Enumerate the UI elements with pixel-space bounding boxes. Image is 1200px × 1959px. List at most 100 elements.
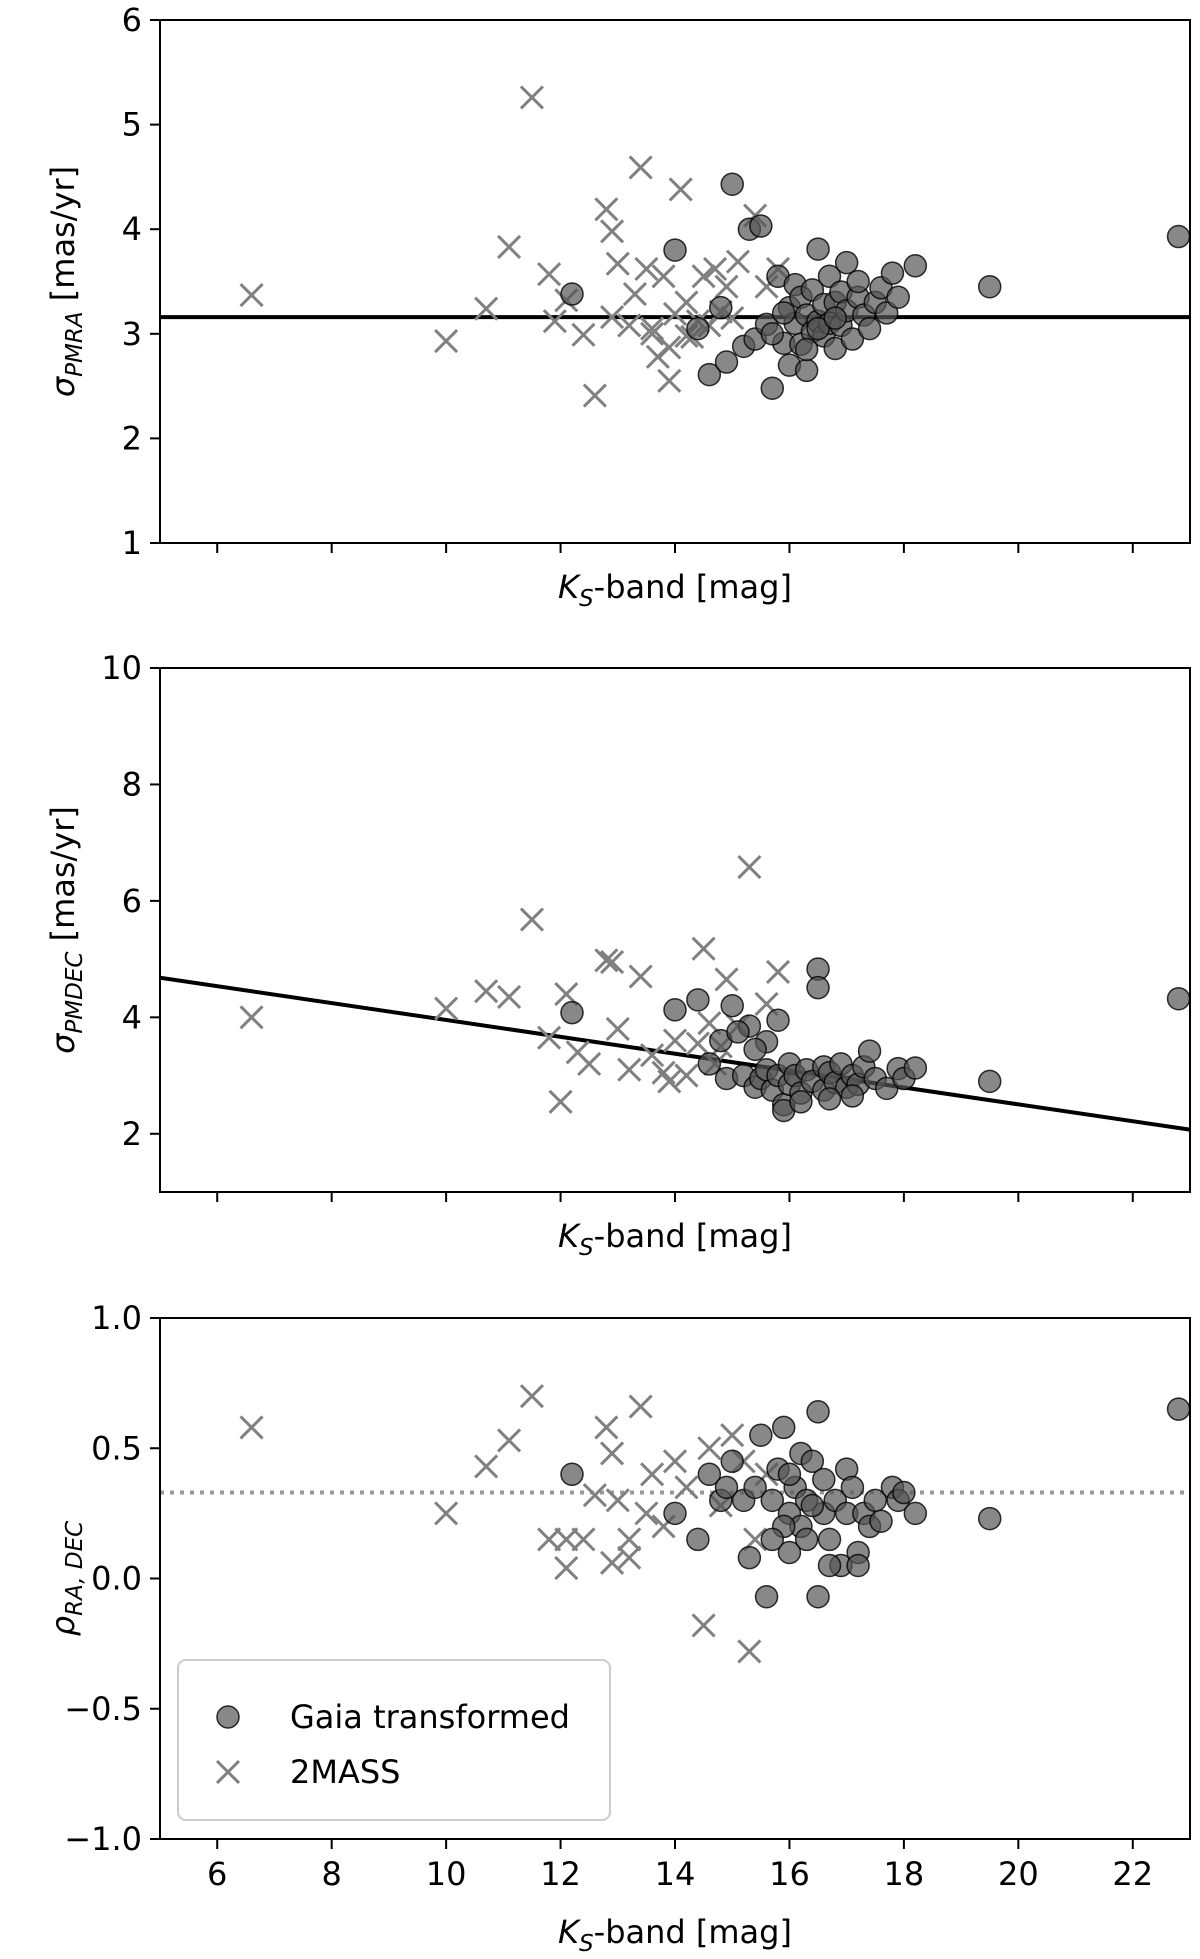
twomass-point <box>599 949 625 975</box>
y-tick-label: 10 <box>101 649 142 687</box>
gaia-point <box>846 1553 870 1578</box>
axes-frame <box>159 19 1191 544</box>
gaia-point <box>840 327 865 351</box>
gaia-point <box>812 1467 836 1492</box>
gaia-point <box>880 261 905 285</box>
gaia-point <box>686 316 710 341</box>
x-tick-label: 20 <box>998 1855 1039 1893</box>
gaia-point <box>749 214 773 238</box>
gaia-point <box>720 993 744 1018</box>
gaia-point <box>686 1527 710 1552</box>
gaia-point <box>560 1000 584 1025</box>
y-tick-label: 2 <box>122 1115 142 1153</box>
twomass-point <box>737 1639 762 1664</box>
twomass-point <box>519 907 545 932</box>
gaia-point <box>806 1584 830 1609</box>
panel-middle-sigma-pmdec: 2 4 6 8 10 KS-band [mag] σPMDEC [mas/yr] <box>44 649 1191 1261</box>
gaia-point <box>840 1475 865 1500</box>
gaia-point <box>806 1400 830 1424</box>
twomass-point <box>537 1527 562 1552</box>
twomass-point <box>617 1527 642 1552</box>
gaia-point <box>697 362 722 387</box>
y-tick-label: 3 <box>122 315 142 353</box>
gaia-point <box>560 282 584 306</box>
gaia-point <box>800 1493 825 1518</box>
twomass-point <box>628 964 653 989</box>
gaia-point <box>754 1584 779 1609</box>
gaia-point <box>663 238 687 262</box>
twomass-point <box>685 1031 710 1056</box>
gaia-point <box>817 1087 842 1111</box>
y-axis-label-unit: [mas/yr] <box>44 806 82 951</box>
twomass-point <box>640 1043 665 1068</box>
gaia-point <box>663 998 687 1022</box>
twomass-point <box>594 1415 619 1440</box>
gaia-point <box>794 358 819 383</box>
legend-label: Gaia transformed <box>290 1698 570 1736</box>
twomass-point <box>554 1527 579 1552</box>
gaia-point <box>823 306 847 330</box>
gaia-point <box>749 1423 773 1447</box>
gaia-point <box>794 1527 819 1552</box>
legend-label: 2MASS <box>290 1753 400 1791</box>
x-axis-label: KS-band [mag] <box>558 568 792 612</box>
twomass-point <box>239 283 264 308</box>
twomass-point <box>674 1063 699 1088</box>
legend: Gaia transformed 2MASS <box>177 1659 611 1821</box>
y-tick-label: 8 <box>122 765 142 803</box>
twomass-point <box>714 967 739 992</box>
y-axis-label: σPMDEC [mas/yr] <box>44 806 88 1054</box>
twomass-point <box>537 1025 562 1050</box>
plot-area <box>160 855 1190 1132</box>
twomass-point <box>617 1545 642 1570</box>
x-axis-label-symbol: K <box>558 1217 582 1255</box>
gaia-point <box>709 295 733 320</box>
twomass-point <box>617 1057 642 1082</box>
twomass-point <box>599 1550 625 1575</box>
twomass-point <box>640 321 665 346</box>
twomass-point <box>571 322 596 347</box>
twomass-point <box>662 1449 688 1474</box>
gaia-point <box>892 1480 916 1505</box>
gaia-point <box>697 1462 722 1487</box>
y-tick-label: 0.5 <box>91 1429 142 1467</box>
gaia-point <box>903 1056 928 1080</box>
fit-line <box>160 975 1190 1132</box>
gaia-point <box>817 264 842 289</box>
gaia-point <box>1166 986 1190 1011</box>
gaia-point <box>794 337 819 362</box>
gaia-point <box>726 1020 750 1044</box>
gaia-point <box>977 1069 1002 1094</box>
gaia-point <box>806 237 830 261</box>
gaia-point <box>817 1527 842 1552</box>
y-axis-label: σPMRA [mas/yr] <box>44 166 88 397</box>
gaia-point <box>806 316 830 341</box>
x-axis-label: KS-band [mag] <box>558 1913 792 1957</box>
twomass-point <box>496 1428 522 1453</box>
x-tick-label: 12 <box>540 1855 581 1893</box>
twomass-point <box>496 234 522 260</box>
legend-marker-twomass <box>215 1759 241 1785</box>
gaia-point <box>1166 224 1190 249</box>
twomass-point <box>582 1483 607 1508</box>
x-tick-label: 10 <box>426 1855 467 1893</box>
twomass-point <box>737 855 762 880</box>
twomass-point <box>622 281 648 307</box>
y-axis-label-symbol: σ <box>44 375 82 397</box>
twomass-point <box>599 1441 625 1466</box>
gaia-point <box>760 322 785 346</box>
x-axis-label-unit: -band [mag] <box>594 1913 792 1951</box>
twomass-point <box>594 197 619 222</box>
twomass-point <box>605 1488 630 1513</box>
twomass-point <box>496 984 522 1010</box>
y-tick-label: 6 <box>122 882 142 920</box>
gaia-point <box>857 316 882 341</box>
legend-frame <box>177 1659 611 1821</box>
y-tick-label: −0.5 <box>64 1690 142 1728</box>
gaia-point <box>846 269 870 294</box>
twomass-point <box>474 1454 499 1479</box>
twomass-point <box>628 1394 653 1419</box>
twomass-point <box>725 249 751 274</box>
twomass-point <box>697 1436 722 1461</box>
